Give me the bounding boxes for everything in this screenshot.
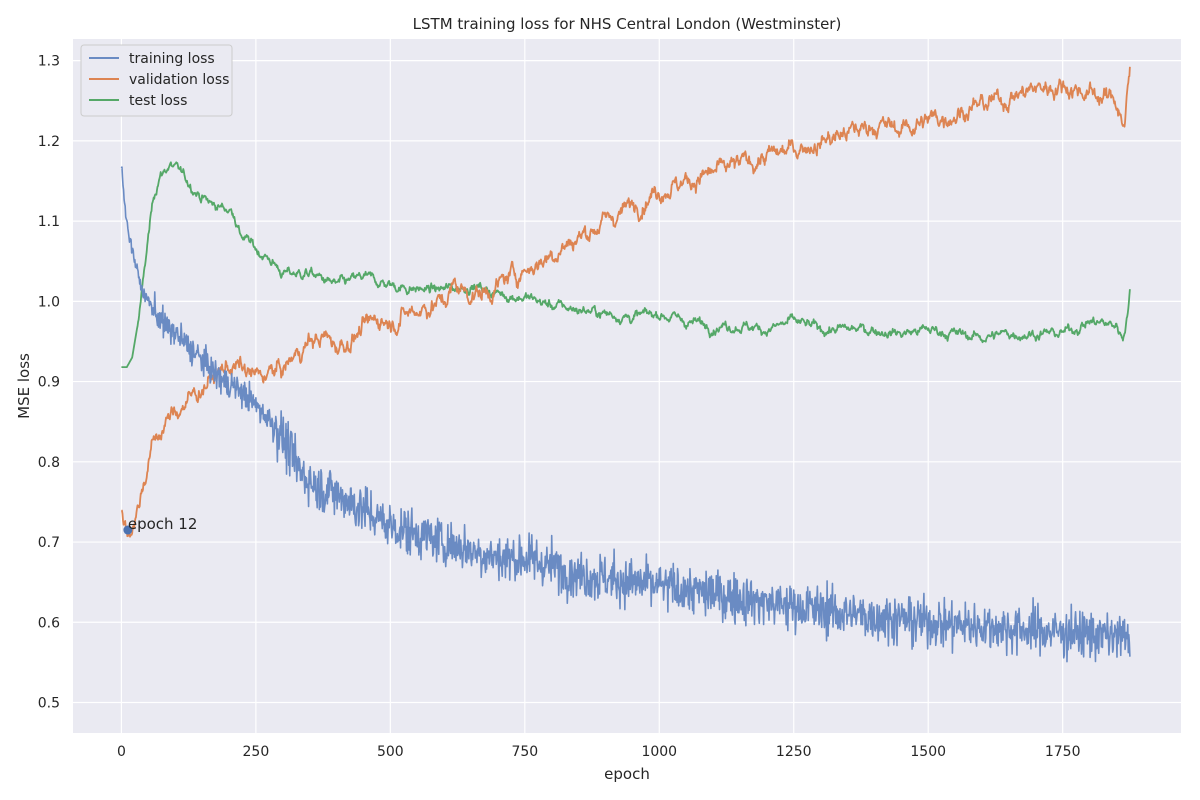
y-tick-label: 0.6 xyxy=(38,615,60,631)
y-tick-label: 0.7 xyxy=(38,535,60,551)
series-line-training-loss xyxy=(120,166,1131,663)
x-tick-label: 1000 xyxy=(641,744,677,760)
series-line-test-loss xyxy=(121,161,1131,369)
y-tick-label: 0.5 xyxy=(38,696,60,712)
y-tick-label: 1.1 xyxy=(38,214,60,230)
series-lines xyxy=(120,66,1131,663)
y-tick-label: 1.2 xyxy=(38,134,60,150)
legend-label-test: test loss xyxy=(129,93,187,109)
series-line-validation-loss xyxy=(120,66,1131,538)
legend-label-training: training loss xyxy=(129,51,215,67)
legend: training loss validation loss test loss xyxy=(80,44,233,117)
x-axis-label: epoch xyxy=(604,765,650,783)
x-tick-label: 1500 xyxy=(910,744,946,760)
y-tick-label: 0.9 xyxy=(38,375,60,391)
x-tick-label: 0 xyxy=(117,744,126,760)
y-tick-label: 1.3 xyxy=(38,54,60,70)
chart-title: LSTM training loss for NHS Central Londo… xyxy=(413,15,842,33)
annotation-group: epoch 12 xyxy=(123,515,197,535)
y-axis-label: MSE loss xyxy=(15,353,33,419)
legend-box xyxy=(80,44,233,117)
x-tick-label: 250 xyxy=(243,744,270,760)
x-tick-label: 750 xyxy=(511,744,538,760)
x-tick-label: 1250 xyxy=(776,744,812,760)
annotation-marker xyxy=(123,525,133,535)
y-tick-label: 1.0 xyxy=(38,294,60,310)
x-tick-label: 1750 xyxy=(1045,744,1081,760)
legend-label-validation: validation loss xyxy=(129,72,229,88)
annotation-label: epoch 12 xyxy=(128,515,198,533)
x-tick-label: 500 xyxy=(377,744,404,760)
axis-ticks: 0 250 500 750 1000 1250 1500 1750 0.5 0.6 0.7 0.8 0.… xyxy=(38,54,1081,760)
y-tick-label: 0.8 xyxy=(38,455,60,471)
